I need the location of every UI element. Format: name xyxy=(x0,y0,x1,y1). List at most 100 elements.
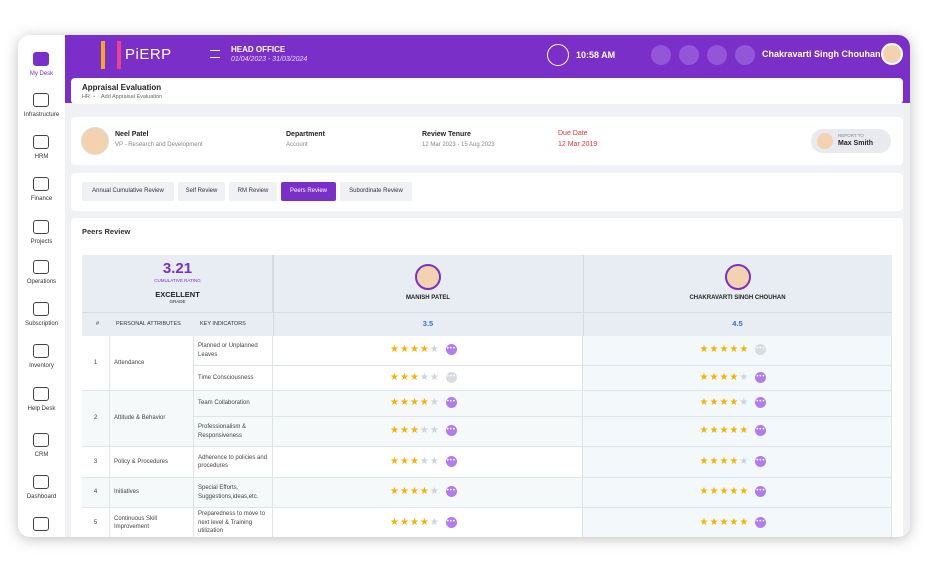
star: ★ xyxy=(399,344,410,356)
comment-icon[interactable]: ••• xyxy=(445,397,457,408)
star: ★ xyxy=(719,516,730,528)
attribute-cell: Initiatives xyxy=(110,478,194,508)
star: ★ xyxy=(699,371,710,383)
nav-icon[interactable] xyxy=(33,387,49,401)
menu-icon[interactable] xyxy=(210,50,220,58)
star: ★ xyxy=(719,344,730,356)
comment-icon[interactable]: ••• xyxy=(445,516,457,528)
grade: EXCELLENT xyxy=(155,290,200,299)
nav-icon[interactable] xyxy=(33,517,49,531)
profile-card: Neel Patel VP - Research and Development D… xyxy=(71,117,903,165)
comment-icon[interactable]: ••• xyxy=(755,371,767,383)
nav-label[interactable]: Infrastructure xyxy=(23,112,60,118)
star: ★ xyxy=(390,344,400,356)
star: ★ xyxy=(390,455,400,467)
user-avatar[interactable] xyxy=(881,43,903,65)
indicator-cell: Planned or Unplanned Leaves xyxy=(194,336,273,366)
field-label: Department xyxy=(286,131,325,138)
indicator-cell: Special Efforts, Suggestions,ideas,etc. xyxy=(194,478,273,508)
star: ★ xyxy=(429,344,440,356)
star: ★ xyxy=(739,425,750,437)
tab[interactable]: Peers Review xyxy=(281,182,336,201)
comment-icon[interactable]: ••• xyxy=(755,397,767,408)
brand: PiERP xyxy=(125,46,172,63)
peers-review-card: Peers Review 3.21 CUMULATIVE RATING EXCELLE… xyxy=(71,218,903,537)
comment-icon[interactable]: ••• xyxy=(755,344,767,355)
star: ★ xyxy=(699,344,710,356)
comment-icon[interactable]: ••• xyxy=(445,344,457,355)
nav-icon[interactable] xyxy=(33,344,49,358)
attribute-cell: Attitude & Behavior xyxy=(110,391,194,447)
star: ★ xyxy=(390,486,400,498)
star: ★ xyxy=(429,371,440,383)
breadcrumb-item: HR xyxy=(82,94,90,100)
star: ★ xyxy=(709,371,720,383)
nav-icon[interactable] xyxy=(33,177,49,191)
toolbar-button[interactable] xyxy=(735,45,755,65)
star: ★ xyxy=(719,486,730,498)
nav-icon[interactable] xyxy=(33,475,49,489)
column-header: PERSONAL ATTRIBUTES xyxy=(116,321,181,327)
nav-icon[interactable] xyxy=(33,302,49,316)
tab[interactable]: Subordinate Review xyxy=(340,182,412,201)
nav-label[interactable]: Projects xyxy=(30,239,53,245)
comment-icon[interactable]: ••• xyxy=(755,516,767,528)
comment-icon[interactable]: ••• xyxy=(445,486,457,497)
star: ★ xyxy=(699,425,710,437)
column-header: # xyxy=(96,321,100,327)
nav-label[interactable]: Finance xyxy=(30,196,53,202)
tab[interactable]: Self Review xyxy=(178,182,225,201)
star: ★ xyxy=(739,371,750,383)
nav-label[interactable]: CRM xyxy=(34,452,49,458)
nav-icon[interactable] xyxy=(33,52,49,66)
nav-icon[interactable] xyxy=(33,220,49,234)
user-name[interactable]: Chakravarti Singh Chouhan xyxy=(762,49,881,59)
toolbar-button[interactable] xyxy=(707,45,727,65)
star: ★ xyxy=(709,486,720,498)
rating-cell xyxy=(273,336,583,366)
toolbar-button[interactable] xyxy=(679,45,699,65)
comment-icon[interactable]: ••• xyxy=(445,371,457,383)
star-rating: ★★★★★ ••• xyxy=(390,425,457,436)
rating-cell xyxy=(273,478,583,508)
nav-icon[interactable] xyxy=(33,93,49,107)
comment-icon[interactable]: ••• xyxy=(445,455,457,467)
nav-icon[interactable] xyxy=(33,260,49,274)
reviewer-avatar xyxy=(724,264,751,290)
star-rating: ★★★★★ ••• xyxy=(390,455,457,467)
report-label: REPORT TO xyxy=(838,133,864,138)
rating-cell xyxy=(583,336,892,366)
tab[interactable]: Annual Cumulative Review xyxy=(82,182,174,201)
star: ★ xyxy=(709,516,720,528)
nav-label[interactable]: HRM xyxy=(34,154,49,160)
nav-label[interactable]: My Desk xyxy=(29,71,54,77)
tab[interactable]: RM Review xyxy=(229,182,277,201)
star: ★ xyxy=(390,425,400,437)
star: ★ xyxy=(409,455,420,467)
attribute-cell: Attendance xyxy=(110,336,194,391)
report-to: REPORT TO Max Smith xyxy=(811,129,891,153)
comment-icon[interactable]: ••• xyxy=(445,425,457,436)
nav-icon[interactable] xyxy=(33,135,49,149)
comment-icon[interactable]: ••• xyxy=(755,425,767,436)
star-rating: ★★★★★ ••• xyxy=(390,486,457,497)
nav-label[interactable]: Inventory xyxy=(29,363,54,369)
nav-label[interactable]: Subscription xyxy=(24,321,59,327)
star: ★ xyxy=(399,371,410,383)
table-head xyxy=(82,255,892,336)
row-number: 5 xyxy=(82,508,110,537)
toolbar-button[interactable] xyxy=(651,45,671,65)
rating-cell xyxy=(273,508,583,537)
nav-icon[interactable] xyxy=(33,433,49,447)
report-name: Max Smith xyxy=(838,140,874,147)
comment-icon[interactable]: ••• xyxy=(755,486,767,497)
nav-label[interactable]: Help Desk xyxy=(27,406,56,412)
period: 01/04/2023 - 31/03/2024 xyxy=(231,56,308,63)
star: ★ xyxy=(729,425,740,437)
nav-label[interactable]: Dashboard xyxy=(26,494,57,500)
star-rating: ★★★★★ ••• xyxy=(699,371,767,383)
comment-icon[interactable]: ••• xyxy=(755,455,767,467)
nav-label[interactable]: Operations xyxy=(26,279,57,285)
star: ★ xyxy=(719,371,730,383)
